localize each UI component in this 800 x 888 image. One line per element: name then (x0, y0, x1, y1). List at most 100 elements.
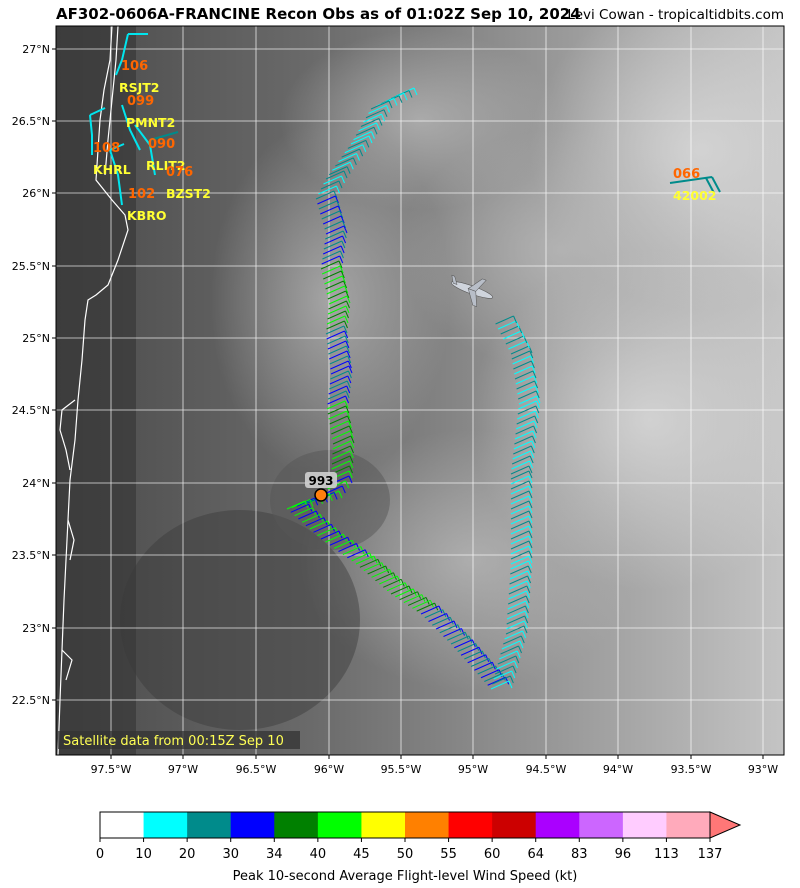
wind-barb (501, 640, 521, 650)
wind-barb (515, 425, 534, 435)
wind-barb (328, 295, 348, 305)
wind-barb-flag (338, 260, 343, 269)
wind-barb-flag (408, 585, 413, 594)
wind-barb (497, 655, 517, 665)
wind-barb (496, 660, 515, 670)
colorbar-cell (535, 812, 580, 838)
wind-barb-flag (471, 639, 476, 647)
lat-tick-label: 26°N (22, 187, 50, 200)
wind-barb (510, 495, 530, 505)
wind-barb-flag (347, 537, 352, 545)
wind-barb (327, 390, 347, 400)
wind-barb-flag (309, 499, 314, 507)
wind-barb-flag (340, 215, 345, 224)
colorbar-tick-label: 34 (266, 847, 283, 862)
wind-barb (323, 175, 342, 185)
satellite-imagery (56, 26, 784, 755)
wind-barb-flag (349, 465, 353, 474)
wind-barb (327, 340, 347, 350)
wind-barb-flag (345, 290, 350, 299)
wind-barb (291, 499, 311, 509)
wind-barb (325, 325, 345, 335)
wind-barb (329, 375, 349, 385)
station-value: 108 (93, 141, 120, 156)
wind-barb (330, 420, 349, 430)
wind-barb-flag (505, 677, 510, 685)
wind-barb-flag (528, 480, 533, 489)
wind-barb (508, 340, 527, 350)
wind-barb (323, 240, 343, 250)
colorbar-cell (492, 812, 537, 838)
wind-barb (332, 440, 351, 450)
lat-tick-label: 24°N (22, 477, 50, 490)
wind-barb-flag (535, 390, 540, 399)
wind-barb-flag (481, 650, 486, 659)
wind-barb-flag (362, 144, 367, 152)
wind-barb (447, 631, 466, 641)
wind-barb (325, 230, 344, 240)
wind-barb (498, 650, 518, 660)
wind-barb-flag (525, 595, 530, 604)
wind-barb-flag (485, 654, 490, 662)
wind-barb (327, 335, 346, 345)
colorbar-cell (274, 812, 319, 838)
wind-barb-flag (338, 530, 343, 539)
longitude-axis: 97.5°W 97°W 96.5°W 96°W 95.5°W 95°W 94.5… (91, 755, 778, 776)
wind-barb-flag (345, 390, 350, 399)
wind-barb (513, 365, 533, 375)
lon-tick-label: 94°W (603, 763, 633, 776)
wind-barb-flag (534, 380, 539, 389)
wind-barb (510, 490, 530, 500)
wind-barb (330, 365, 350, 375)
wind-barb (326, 315, 346, 325)
wind-barb (500, 645, 519, 655)
wind-barb-flag (333, 492, 338, 500)
wind-barb (492, 675, 511, 685)
colorbar-tick-label: 96 (615, 847, 632, 862)
wind-barb-flag (531, 440, 536, 449)
wind-barb-flag (526, 585, 531, 594)
wind-barb (298, 510, 317, 520)
wind-barb (332, 435, 352, 445)
wind-barb (490, 680, 510, 690)
wind-barb-flag (345, 480, 350, 489)
wind-barb (375, 572, 394, 582)
wind-barb (309, 520, 328, 530)
wind-barb-flag (381, 562, 386, 570)
wind-barb (347, 549, 366, 559)
wind-barb (509, 580, 528, 590)
wind-barb-flag (342, 220, 347, 229)
wind-barb-flag (319, 514, 324, 522)
wind-barb (510, 345, 530, 355)
wind-barb (513, 445, 532, 455)
wind-barb (315, 190, 335, 200)
station-id: RLIT2 (146, 158, 185, 173)
colorbar-tick-label: 137 (698, 847, 723, 862)
wind-barb-flag (347, 370, 352, 379)
wind-barb (353, 131, 372, 141)
wind-barb (517, 405, 537, 415)
wind-barb-flag (413, 87, 418, 96)
station-id: 42002 (673, 188, 717, 203)
wind-barb (350, 135, 370, 145)
wind-barb (324, 275, 343, 285)
wind-barb-flag (526, 580, 531, 589)
wind-barb-flag (373, 127, 378, 135)
wind-barb-flag (344, 335, 349, 344)
wind-barb (494, 665, 514, 675)
wind-barb (327, 310, 346, 320)
wind-barb (500, 325, 519, 335)
wind-barb-flag (347, 360, 352, 369)
wind-barb (347, 139, 367, 149)
wind-barb (331, 455, 351, 465)
wind-barb-flag (475, 643, 480, 651)
wind-barb (514, 370, 534, 380)
wind-barb (509, 575, 528, 585)
wind-barb-flag (351, 540, 356, 548)
wind-barb-flag (340, 270, 345, 279)
wind-barb-flag (336, 200, 341, 209)
wind-barb-flag (530, 360, 535, 369)
wind-barb (511, 455, 531, 465)
wind-barb-flag (343, 325, 348, 334)
wind-barb-flag (356, 543, 360, 551)
